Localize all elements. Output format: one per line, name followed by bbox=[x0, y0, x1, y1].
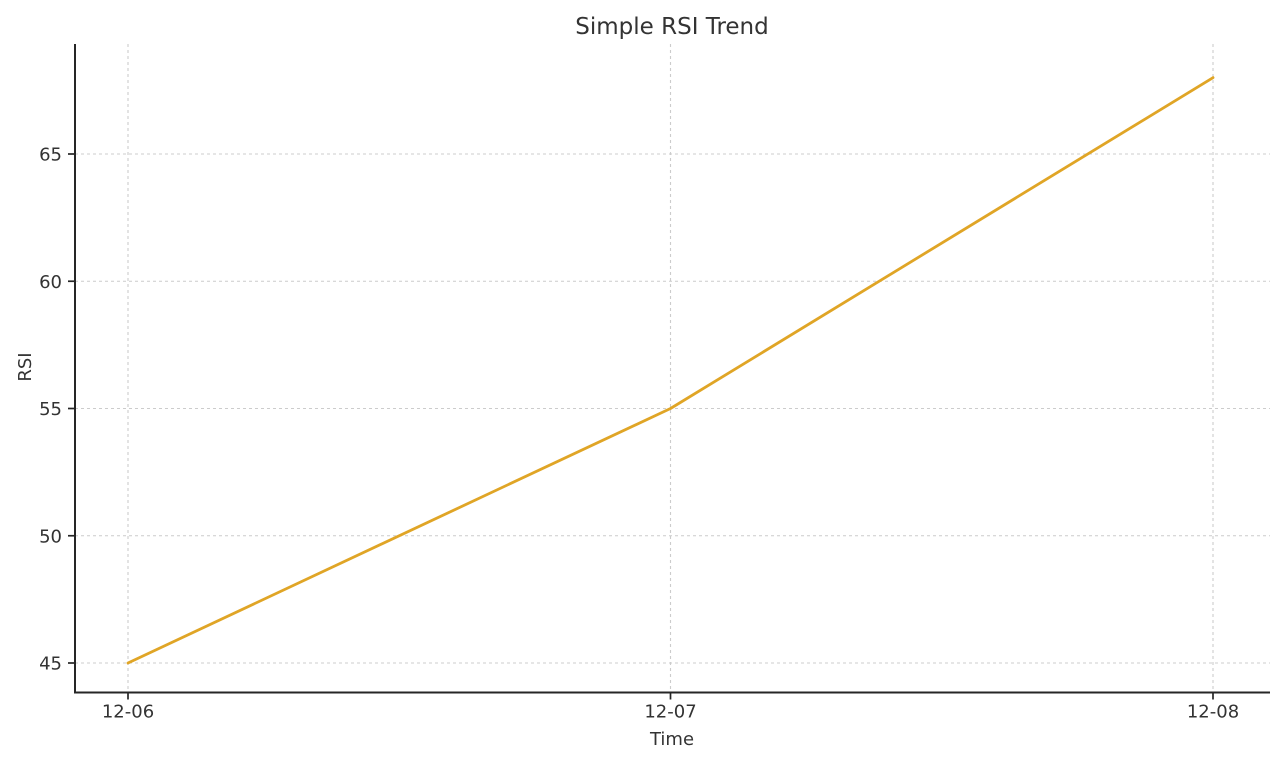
y-tick-label: 50 bbox=[39, 526, 62, 547]
gridlines bbox=[75, 44, 1270, 693]
y-tick-label: 60 bbox=[39, 272, 62, 293]
axes-spines bbox=[74, 44, 1270, 694]
x-tick-label: 12-07 bbox=[644, 702, 696, 723]
y-tick-label: 55 bbox=[39, 399, 62, 420]
chart-title: Simple RSI Trend bbox=[575, 14, 768, 40]
rsi-trend-line bbox=[126, 76, 1215, 665]
x-tick-label: 12-08 bbox=[1187, 702, 1239, 723]
x-axis-label: Time bbox=[649, 729, 694, 750]
tick-labels: 45 50 55 60 65 12-06 12-07 12-08 bbox=[39, 145, 1239, 723]
rsi-line-series bbox=[126, 76, 1215, 665]
tick-marks bbox=[68, 153, 1214, 700]
y-tick-label: 45 bbox=[39, 654, 62, 675]
y-axis-label: RSI bbox=[15, 352, 36, 381]
x-tick-label: 12-06 bbox=[102, 702, 154, 723]
y-tick-label: 65 bbox=[39, 145, 62, 166]
